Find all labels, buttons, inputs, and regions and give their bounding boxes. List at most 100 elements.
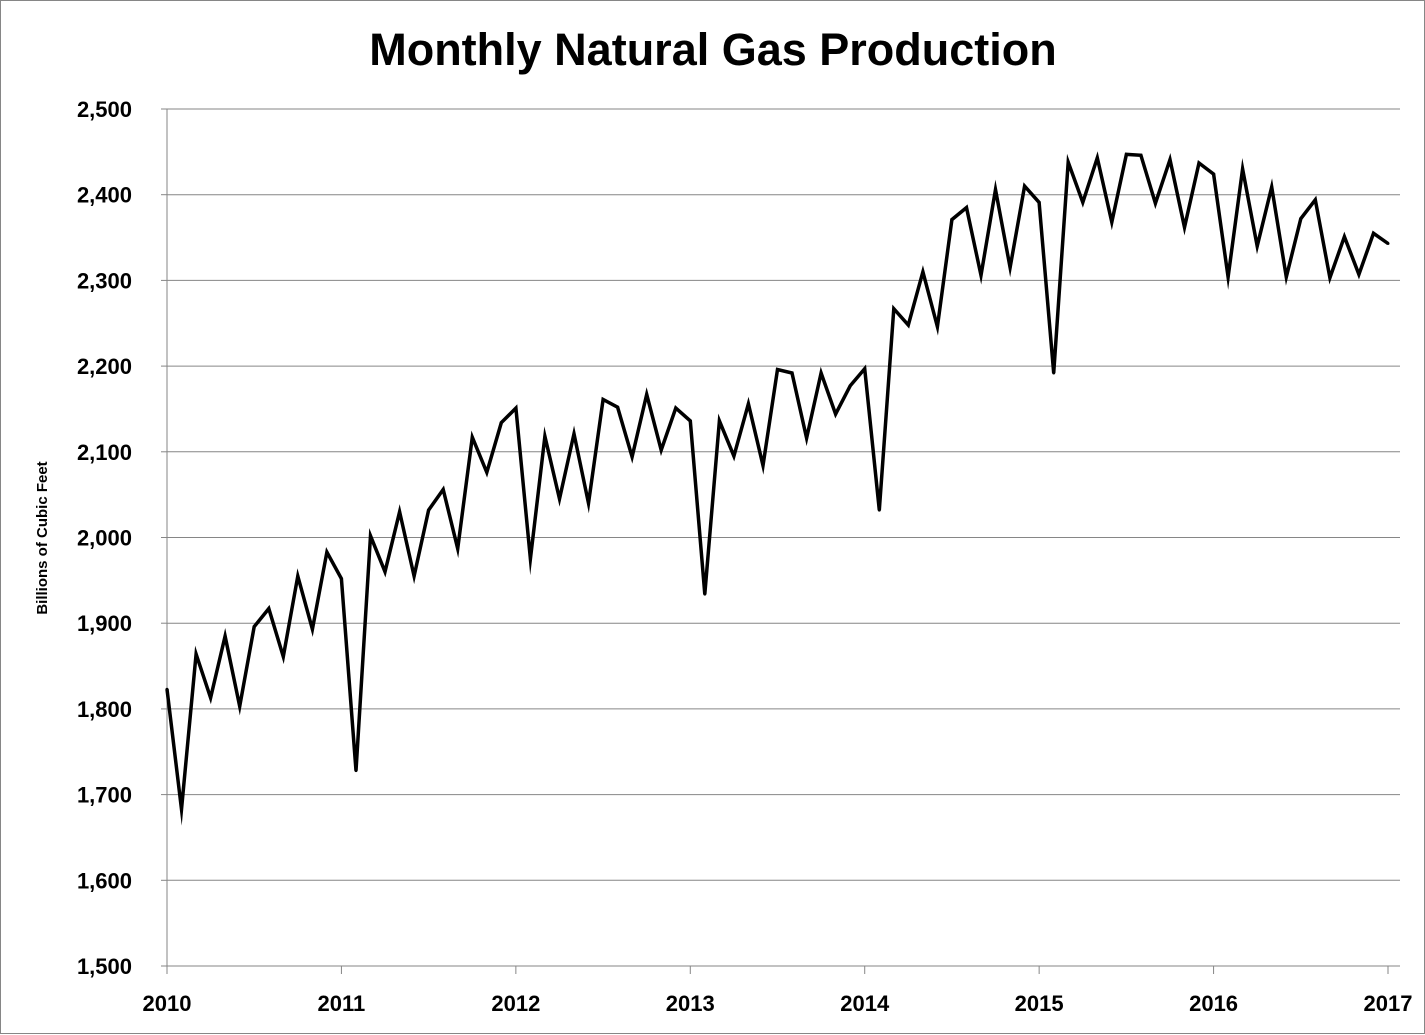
data-point: [674, 406, 678, 410]
data-point: [834, 412, 838, 416]
x-tick-label-2012: 2012: [491, 991, 540, 1016]
data-point: [1153, 201, 1157, 205]
data-point: [412, 574, 416, 578]
data-point: [543, 434, 547, 438]
data-point: [965, 206, 968, 210]
y-tick-label-1600: 1,600: [77, 868, 132, 893]
data-point: [514, 406, 518, 410]
data-point: [1037, 200, 1041, 204]
data-point: [238, 704, 242, 708]
data-point: [935, 325, 939, 329]
data-point: [979, 273, 983, 277]
data-point: [441, 488, 445, 491]
data-point: [1081, 200, 1085, 204]
data-point: [1226, 275, 1230, 279]
data-point: [1372, 231, 1375, 235]
data-point: [717, 419, 721, 423]
x-tick-label-2017: 2017: [1364, 991, 1413, 1016]
y-tick-label-2500: 2,500: [77, 97, 132, 122]
data-point: [310, 627, 314, 631]
data-point: [1052, 371, 1056, 375]
y-tick-label-1500: 1,500: [77, 954, 132, 979]
data-point: [499, 421, 503, 425]
data-point: [398, 510, 402, 514]
data-point: [587, 501, 590, 505]
data-point: [819, 371, 823, 375]
y-tick-label-2300: 2,300: [77, 268, 132, 293]
data-point: [1255, 244, 1259, 248]
data-point: [296, 574, 300, 578]
data-point: [790, 371, 794, 375]
data-point: [732, 454, 736, 458]
y-tick-label-2100: 2,100: [77, 440, 132, 465]
data-point: [1386, 242, 1390, 245]
y-tick-label-1800: 1,800: [77, 697, 132, 722]
data-point: [369, 534, 372, 538]
data-point: [1008, 266, 1012, 269]
y-tick-label-2400: 2,400: [77, 183, 132, 208]
data-point: [485, 470, 489, 474]
y-tick-label-1700: 1,700: [77, 783, 132, 808]
data-point: [601, 398, 605, 401]
data-point: [906, 323, 910, 327]
x-tick-label-2014: 2014: [840, 991, 890, 1016]
x-tick-label-2015: 2015: [1015, 991, 1064, 1016]
y-axis-title: Billions of Cubic Feet: [34, 461, 51, 614]
data-point: [528, 557, 532, 561]
data-point: [383, 570, 387, 574]
data-point: [630, 455, 634, 459]
gridlines: [167, 108, 1400, 881]
x-axis-tick-labels: 2010 2011 2012 2013 2014 2015 2016 2017: [143, 991, 1413, 1016]
data-point: [1183, 225, 1186, 229]
series-layer: [165, 151, 1390, 826]
data-point: [659, 448, 663, 452]
data-point: [1023, 184, 1027, 188]
data-point: [281, 655, 285, 659]
data-point: [1357, 272, 1361, 276]
data-point: [1066, 160, 1070, 164]
data-point: [776, 368, 779, 371]
data-point: [1241, 167, 1245, 171]
data-point: [616, 405, 620, 409]
data-point: [1328, 276, 1332, 280]
data-point: [863, 367, 867, 371]
y-tick-label-2200: 2,200: [77, 354, 132, 379]
data-point: [354, 769, 358, 773]
data-point: [325, 550, 329, 554]
x-tick-label-2011: 2011: [318, 991, 366, 1016]
x-tick-label-2010: 2010: [143, 991, 192, 1016]
data-point: [921, 270, 925, 274]
data-point: [1110, 220, 1114, 224]
y-tick-label-2000: 2,000: [77, 526, 132, 551]
data-point: [805, 436, 809, 440]
x-tick-label-2016: 2016: [1189, 991, 1238, 1016]
data-point: [746, 402, 750, 406]
data-point: [645, 392, 649, 396]
data-point: [877, 508, 881, 512]
data-point: [950, 218, 954, 222]
data-point: [1270, 185, 1274, 189]
data-point: [223, 634, 227, 638]
data-point: [470, 435, 474, 439]
data-point: [1197, 161, 1201, 165]
data-point: [267, 607, 271, 611]
x-tick-label-2013: 2013: [666, 991, 715, 1016]
series-points-1: [165, 152, 1390, 811]
data-point: [558, 497, 561, 501]
y-tick-label-1900: 1,900: [77, 611, 132, 636]
data-point: [427, 508, 431, 512]
data-point: [456, 547, 460, 551]
data-point: [1284, 275, 1288, 279]
data-point: [1124, 152, 1128, 156]
data-point: [194, 652, 198, 656]
data-point: [1212, 172, 1216, 176]
data-point: [892, 307, 896, 311]
data-point: [1299, 217, 1303, 221]
data-point: [1095, 156, 1099, 160]
data-point: [1313, 198, 1317, 202]
data-point: [994, 188, 997, 192]
y-axis-tick-labels: 1,500 1,600 1,700 1,800 1,900 2,000 2,100 2,200…: [77, 97, 132, 979]
data-point: [703, 592, 707, 596]
